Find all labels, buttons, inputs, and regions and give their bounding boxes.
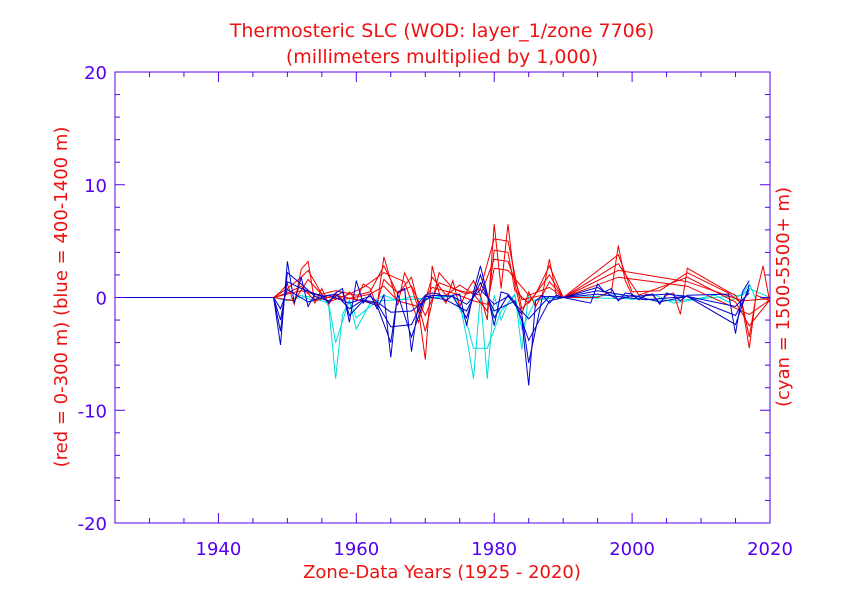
x-axis: 1940 1960 1980 2000 2020 <box>148 72 793 560</box>
y-tick-label: 0 <box>96 289 107 310</box>
x-tick-label: 1940 <box>196 539 242 560</box>
series-line-cyan-9 <box>115 282 771 379</box>
x-tick-label: 1960 <box>333 539 379 560</box>
series-line-blue-5 <box>115 261 750 386</box>
y-axis: -20 -10 0 10 20 <box>78 63 770 535</box>
y-tick-label: -20 <box>78 514 107 535</box>
series-line-blue-6 <box>273 271 750 364</box>
x-axis-label: Zone-Data Years (1925 - 2020) <box>303 562 581 583</box>
y-tick-label: 10 <box>84 176 107 197</box>
x-tick-label: 2000 <box>609 539 655 560</box>
series-line-red-0 <box>115 224 771 360</box>
chart-subtitle: (millimeters multiplied by 1,000) <box>286 46 598 68</box>
series-line-blue-8 <box>273 288 750 320</box>
plot-series <box>115 224 771 386</box>
y-axis-label-right: (cyan = 1500-5500+ m) <box>773 187 794 407</box>
x-tick-label: 1980 <box>471 539 517 560</box>
chart-title: Thermosteric SLC (WOD: layer_1/zone 7706… <box>229 20 655 42</box>
y-axis-label-left: (red = 0-300 m) (blue = 400-1400 m) <box>51 127 72 468</box>
series-line-red-1 <box>273 238 771 338</box>
y-tick-label: -10 <box>78 401 107 422</box>
series-line-red-4 <box>273 267 771 315</box>
series-line-blue-7 <box>273 280 750 342</box>
y-tick-label: 20 <box>84 63 107 84</box>
x-tick-label: 2020 <box>747 539 793 560</box>
